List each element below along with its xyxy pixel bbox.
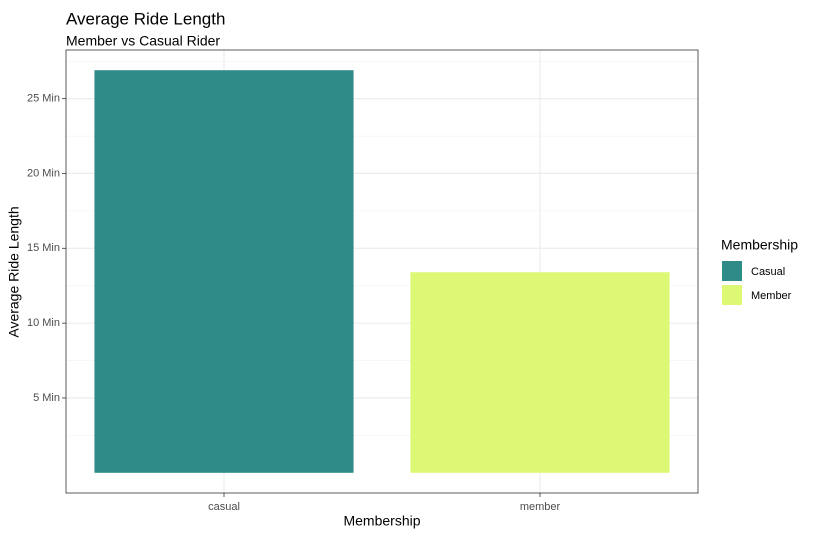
x-tick-label: casual xyxy=(208,501,240,513)
legend-label: Casual xyxy=(751,266,785,278)
x-axis-title: Membership xyxy=(343,513,420,529)
y-tick-label: 10 Min xyxy=(27,317,60,329)
y-axis-title: Average Ride Length xyxy=(6,206,22,337)
y-tick-label: 25 Min xyxy=(27,93,60,105)
legend-swatch xyxy=(722,261,742,281)
chart-title: Average Ride Length xyxy=(66,9,225,28)
legend: Membership Casual Member xyxy=(721,237,798,305)
legend-label: Member xyxy=(751,290,792,302)
chart-subtitle: Member vs Casual Rider xyxy=(66,33,220,49)
y-tick-label: 5 Min xyxy=(33,392,60,404)
bar-casual xyxy=(94,70,354,473)
bars xyxy=(94,70,670,473)
legend-swatch xyxy=(722,285,742,305)
legend-title: Membership xyxy=(721,237,798,253)
y-tick-label: 20 Min xyxy=(27,167,60,179)
bar-member xyxy=(410,272,670,473)
y-axis: 5 Min 10 Min 15 Min 20 Min 25 Min xyxy=(27,93,66,404)
x-tick-label: member xyxy=(520,501,561,513)
x-axis: casual member xyxy=(208,493,561,513)
y-tick-label: 15 Min xyxy=(27,242,60,254)
panel-border xyxy=(65,49,699,494)
